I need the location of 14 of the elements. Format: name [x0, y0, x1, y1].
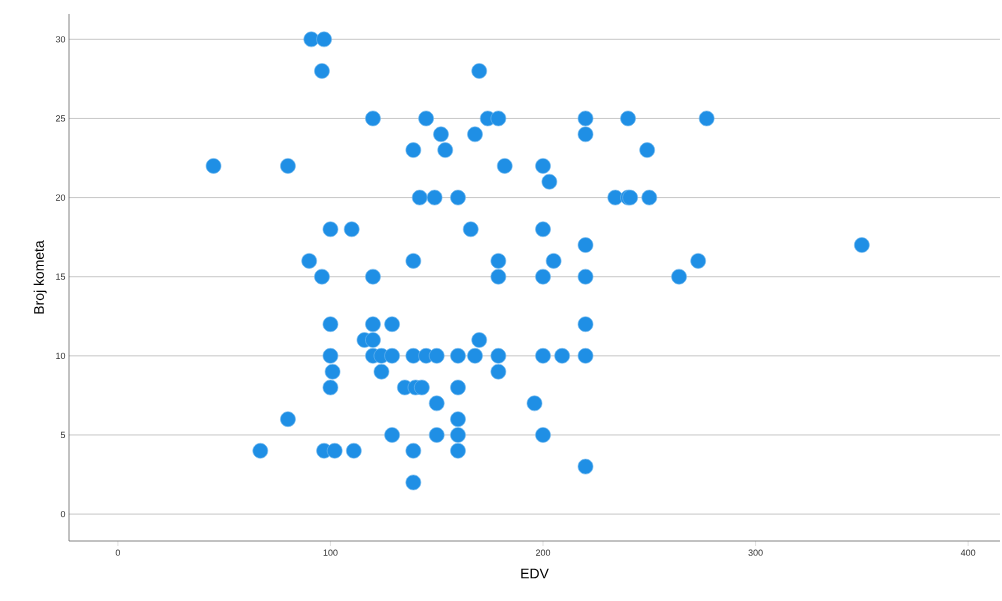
- x-tick-label: 400: [960, 549, 976, 556]
- y-tick-label: 0: [60, 510, 66, 518]
- y-tick-label: 25: [55, 115, 66, 122]
- x-tick-label: 300: [748, 549, 763, 556]
- y-tick-label: 30: [55, 36, 66, 43]
- y-tick-label: 15: [56, 273, 66, 280]
- x-tick-label: 100: [323, 549, 338, 556]
- y-tick-label: 20: [55, 194, 66, 201]
- x-tick-label: 200: [535, 549, 551, 556]
- x-axis-title: EDV: [521, 568, 549, 579]
- x-tick-label: 0: [115, 549, 121, 556]
- y-axis-title: Broj kometa: [33, 240, 47, 314]
- y-tick-label: 10: [56, 352, 66, 360]
- y-tick-label: 5: [60, 431, 66, 439]
